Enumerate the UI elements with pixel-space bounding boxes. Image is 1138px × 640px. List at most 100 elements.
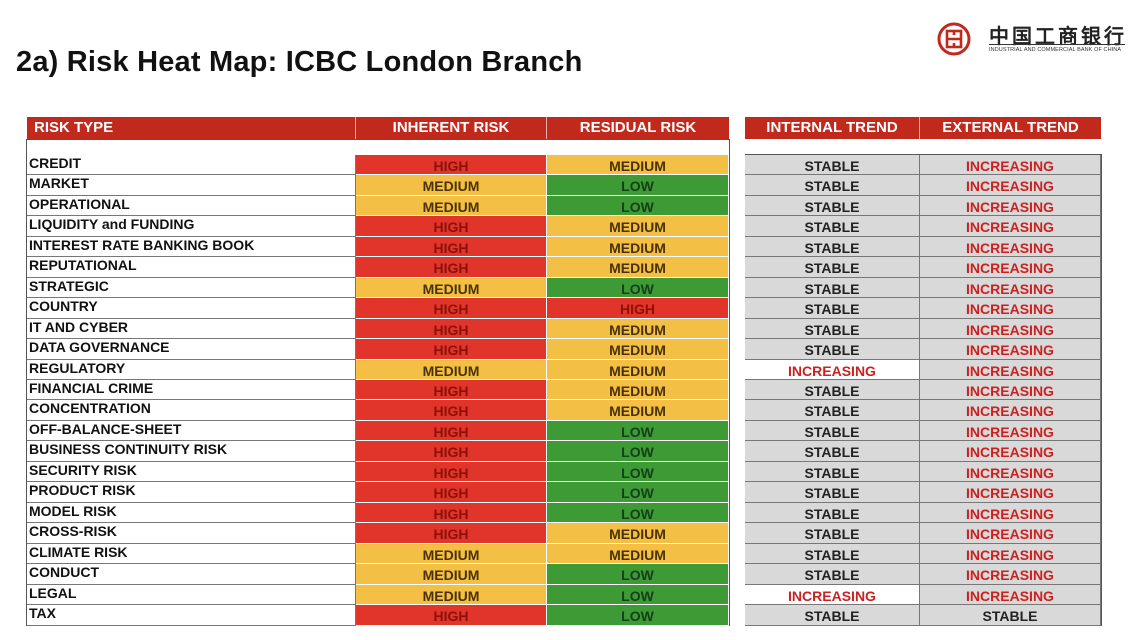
residual-risk-cell: LOW	[547, 564, 729, 585]
inherent-risk-cell: MEDIUM	[356, 175, 547, 196]
risk-type-cell: SECURITY RISK	[27, 462, 356, 482]
risk-type-cell: STRATEGIC	[27, 278, 356, 298]
table-row: BUSINESS CONTINUITY RISK HIGH LOW STABLE INC…	[0, 441, 1138, 462]
internal-trend-cell: STABLE	[745, 441, 920, 462]
external-trend-cell: INCREASING	[920, 257, 1101, 278]
inherent-risk-cell: HIGH	[356, 441, 547, 462]
residual-risk-cell: MEDIUM	[547, 544, 729, 564]
internal-trend-cell: STABLE	[745, 462, 920, 482]
internal-trend-cell: STABLE	[745, 237, 920, 257]
header-divider	[355, 117, 356, 139]
risk-type-cell: REPUTATIONAL	[27, 257, 356, 278]
header-gap	[729, 117, 745, 139]
internal-trend-cell: STABLE	[745, 380, 920, 400]
inherent-risk-cell: MEDIUM	[356, 564, 547, 585]
risk-type-cell: CROSS-RISK	[27, 523, 356, 544]
table-row: OPERATIONAL MEDIUM LOW STABLE INCREASING	[0, 196, 1138, 216]
header-divider	[919, 117, 920, 139]
table-header-band	[27, 117, 1101, 139]
residual-risk-cell: MEDIUM	[547, 400, 729, 421]
external-trend-cell: INCREASING	[920, 523, 1101, 544]
external-trend-cell: INCREASING	[920, 175, 1101, 196]
header-divider	[546, 117, 547, 139]
table-row: LEGAL MEDIUM LOW INCREASING INCREASING	[0, 585, 1138, 605]
table-row: CLIMATE RISK MEDIUM MEDIUM STABLE INCREASING	[0, 544, 1138, 564]
risk-type-cell: CONDUCT	[27, 564, 356, 585]
internal-trend-cell: STABLE	[745, 564, 920, 585]
risk-type-cell: REGULATORY	[27, 360, 356, 380]
risk-type-cell: COUNTRY	[27, 298, 356, 319]
external-trend-cell: INCREASING	[920, 503, 1101, 523]
bank-logo: 中国工商银行 INDUSTRIAL AND COMMERCIAL BANK OF…	[937, 18, 1127, 62]
table-row: IT AND CYBER HIGH MEDIUM STABLE INCREASING	[0, 319, 1138, 339]
external-trend-cell: INCREASING	[920, 585, 1101, 605]
inherent-risk-cell: HIGH	[356, 400, 547, 421]
risk-type-cell: TAX	[27, 605, 356, 626]
header-inherent-risk: INHERENT RISK	[392, 119, 510, 136]
residual-risk-cell: LOW	[547, 421, 729, 441]
internal-trend-cell: STABLE	[745, 503, 920, 523]
internal-trend-cell: STABLE	[745, 257, 920, 278]
table-row: MARKET MEDIUM LOW STABLE INCREASING	[0, 175, 1138, 196]
risk-type-cell: OPERATIONAL	[27, 196, 356, 216]
table-row: PRODUCT RISK HIGH LOW STABLE INCREASING	[0, 482, 1138, 503]
external-trend-cell: INCREASING	[920, 441, 1101, 462]
table-row: REGULATORY MEDIUM MEDIUM INCREASING INCREASI…	[0, 360, 1138, 380]
inherent-risk-cell: HIGH	[356, 503, 547, 523]
risk-type-cell: CREDIT	[27, 155, 356, 175]
table-row: LIQUIDITY and FUNDING HIGH MEDIUM STABLE INC…	[0, 216, 1138, 237]
residual-risk-cell: HIGH	[547, 298, 729, 319]
risk-type-cell: LEGAL	[27, 585, 356, 605]
inherent-risk-cell: HIGH	[356, 339, 547, 360]
risk-type-cell: PRODUCT RISK	[27, 482, 356, 503]
table-row: STRATEGIC MEDIUM LOW STABLE INCREASING	[0, 278, 1138, 298]
inherent-risk-cell: HIGH	[356, 155, 547, 175]
external-trend-cell: INCREASING	[920, 360, 1101, 380]
inherent-risk-cell: HIGH	[356, 605, 547, 626]
inherent-risk-cell: HIGH	[356, 237, 547, 257]
inherent-risk-cell: MEDIUM	[356, 360, 547, 380]
internal-trend-cell: STABLE	[745, 216, 920, 237]
residual-risk-cell: MEDIUM	[547, 380, 729, 400]
external-trend-cell: INCREASING	[920, 380, 1101, 400]
internal-trend-cell: STABLE	[745, 155, 920, 175]
internal-trend-cell: STABLE	[745, 482, 920, 503]
internal-trend-cell: INCREASING	[745, 585, 920, 605]
inherent-risk-cell: MEDIUM	[356, 278, 547, 298]
header-residual-risk: RESIDUAL RISK	[579, 119, 697, 136]
external-trend-cell: STABLE	[920, 605, 1101, 626]
residual-risk-cell: LOW	[547, 605, 729, 626]
inherent-risk-cell: HIGH	[356, 482, 547, 503]
header-risk-type: RISK TYPE	[34, 119, 114, 136]
icbc-logo-icon	[937, 22, 971, 56]
internal-trend-cell: STABLE	[745, 523, 920, 544]
external-trend-cell: INCREASING	[920, 421, 1101, 441]
external-trend-cell: INCREASING	[920, 237, 1101, 257]
risk-type-cell: IT AND CYBER	[27, 319, 356, 339]
table-row: INTEREST RATE BANKING BOOK HIGH MEDIUM STAB…	[0, 237, 1138, 257]
external-trend-cell: INCREASING	[920, 462, 1101, 482]
inherent-risk-cell: MEDIUM	[356, 585, 547, 605]
residual-risk-cell: MEDIUM	[547, 339, 729, 360]
residual-risk-cell: MEDIUM	[547, 523, 729, 544]
table-row: SECURITY RISK HIGH LOW STABLE INCREASING	[0, 462, 1138, 482]
residual-risk-cell: LOW	[547, 503, 729, 523]
external-trend-cell: INCREASING	[920, 339, 1101, 360]
risk-type-cell: INTEREST RATE BANKING BOOK	[27, 237, 356, 257]
residual-risk-cell: LOW	[547, 175, 729, 196]
header-internal-trend: INTERNAL TREND	[766, 119, 898, 136]
table-row: REPUTATIONAL HIGH MEDIUM STABLE INCREASING	[0, 257, 1138, 278]
inherent-risk-cell: HIGH	[356, 216, 547, 237]
residual-risk-cell: LOW	[547, 585, 729, 605]
internal-trend-cell: STABLE	[745, 175, 920, 196]
inherent-risk-cell: MEDIUM	[356, 196, 547, 216]
inherent-risk-cell: HIGH	[356, 298, 547, 319]
residual-risk-cell: MEDIUM	[547, 216, 729, 237]
inherent-risk-cell: MEDIUM	[356, 544, 547, 564]
risk-type-cell: CLIMATE RISK	[27, 544, 356, 564]
table-row: MODEL RISK HIGH LOW STABLE INCREASING	[0, 503, 1138, 523]
external-trend-cell: INCREASING	[920, 564, 1101, 585]
table-row: DATA GOVERNANCE HIGH MEDIUM STABLE INCREASIN…	[0, 339, 1138, 360]
residual-risk-cell: MEDIUM	[547, 360, 729, 380]
residual-risk-cell: LOW	[547, 462, 729, 482]
